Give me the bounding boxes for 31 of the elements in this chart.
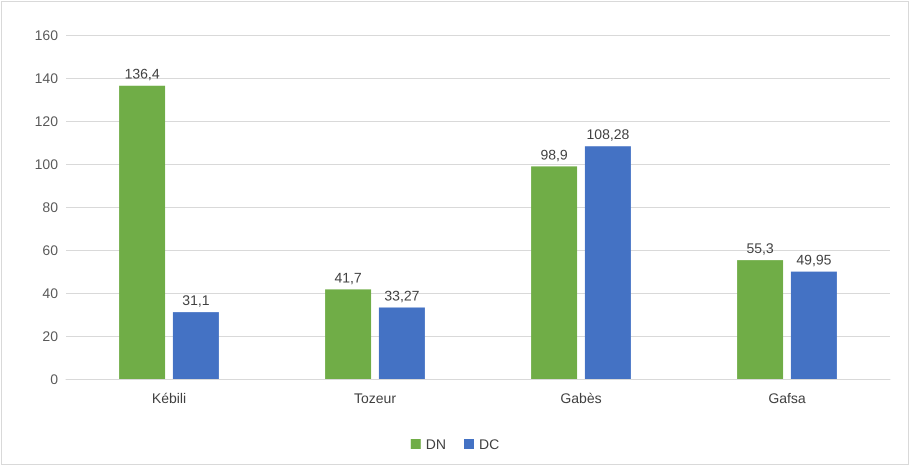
y-tick-label: 80	[42, 199, 58, 215]
data-label: 98,9	[540, 146, 568, 162]
bar	[737, 260, 784, 379]
bar	[325, 289, 372, 379]
bar	[584, 146, 631, 379]
legend-label: DN	[426, 436, 446, 452]
data-label: 41,7	[334, 269, 362, 286]
y-tick-label: 140	[34, 70, 58, 86]
data-label: 136,4	[124, 66, 160, 82]
x-tick-label: Gabès	[560, 390, 602, 406]
y-tick-label: 100	[34, 156, 58, 172]
data-label: 49,95	[796, 252, 832, 268]
y-tick-label: 160	[34, 27, 58, 43]
x-tick-label: Tozeur	[354, 390, 396, 406]
legend-label: DC	[479, 436, 500, 452]
y-tick-label: 0	[50, 371, 58, 387]
data-label: 108,28	[586, 126, 630, 142]
bar	[119, 86, 166, 379]
bar	[378, 307, 425, 379]
bar	[172, 312, 219, 379]
data-label: 33,27	[384, 287, 420, 304]
y-tick-label: 120	[34, 113, 58, 129]
bar	[531, 166, 578, 379]
y-tick-label: 60	[42, 242, 58, 258]
y-tick-label: 40	[42, 285, 58, 301]
data-label: 31,1	[182, 292, 210, 308]
x-tick-label: Kébili	[152, 390, 186, 406]
x-tick-label: Gafsa	[768, 390, 806, 406]
y-tick-label: 20	[42, 328, 58, 344]
data-label: 55,3	[746, 240, 774, 256]
bar	[790, 272, 837, 379]
